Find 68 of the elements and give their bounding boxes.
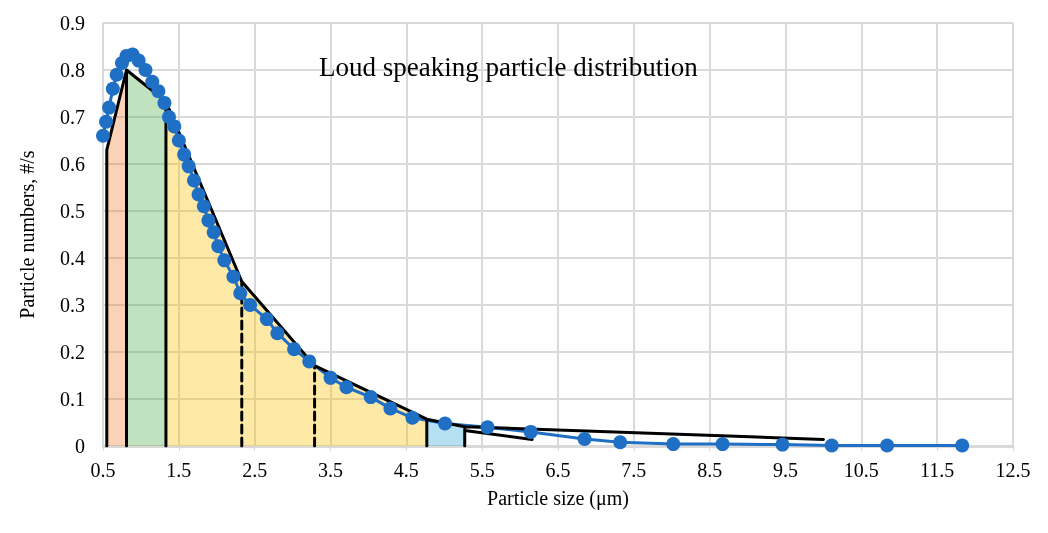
point xyxy=(96,128,110,143)
point xyxy=(259,312,274,327)
y-tick-label: 0.5 xyxy=(60,200,85,222)
text: Loud speaking particle distribution xyxy=(319,51,699,82)
x-tick-label: 6.5 xyxy=(545,459,571,481)
point xyxy=(955,438,970,453)
x-tick-label: 9.5 xyxy=(773,459,798,481)
y-tick-label: 0.7 xyxy=(60,106,85,128)
x-tick-label: 2.5 xyxy=(242,459,268,481)
y-tick-label: 0.8 xyxy=(60,59,85,81)
point xyxy=(824,438,839,453)
point xyxy=(363,390,378,405)
point xyxy=(138,63,153,77)
x-tick-label: 11.5 xyxy=(920,459,955,481)
point xyxy=(523,424,538,439)
x-axis-title: Particle size (μm) xyxy=(487,487,629,510)
point xyxy=(217,253,232,268)
point xyxy=(109,67,124,82)
point xyxy=(339,380,354,395)
point xyxy=(187,173,201,188)
point xyxy=(438,416,453,431)
point xyxy=(105,81,120,96)
point xyxy=(171,133,186,148)
y-tick-label: 0.3 xyxy=(60,294,85,316)
point xyxy=(715,437,730,452)
point xyxy=(151,84,166,99)
point xyxy=(206,225,221,240)
y-tick-label: 0.9 xyxy=(60,12,85,34)
x-tick-label: 10.5 xyxy=(843,459,879,481)
point xyxy=(577,431,592,446)
point xyxy=(167,119,182,134)
point xyxy=(157,95,172,110)
y-tick-label: 0.6 xyxy=(60,153,85,175)
point xyxy=(211,239,226,254)
x-tick-label: 12.5 xyxy=(995,459,1031,481)
point xyxy=(191,187,206,202)
point xyxy=(243,298,258,312)
point xyxy=(177,147,192,162)
point xyxy=(270,326,285,341)
point xyxy=(226,269,241,284)
point xyxy=(613,435,628,450)
x-tick-label: 1.5 xyxy=(166,459,192,481)
x-tick-label: 4.5 xyxy=(393,459,419,481)
point xyxy=(323,370,338,385)
y-tick-label: 0.1 xyxy=(60,388,85,410)
point xyxy=(102,100,117,115)
x-tick-label: 8.5 xyxy=(697,459,723,481)
y-tick-label: 0.4 xyxy=(60,247,85,269)
x-tick-label: 7.5 xyxy=(621,459,647,481)
point xyxy=(480,420,495,435)
y-tick-label: 0.2 xyxy=(60,341,85,363)
x-tick-label: 5.5 xyxy=(469,459,495,481)
point xyxy=(880,438,895,453)
point xyxy=(287,342,302,357)
point xyxy=(666,437,681,452)
point xyxy=(383,401,398,416)
point xyxy=(201,213,216,228)
y-tick-label: 0 xyxy=(75,435,85,457)
x-tick-label: 3.5 xyxy=(318,459,343,481)
point xyxy=(405,410,420,425)
point xyxy=(181,159,196,174)
point xyxy=(775,437,790,452)
point xyxy=(302,354,317,369)
y-axis-title: Particle numbers, #/s xyxy=(16,150,38,319)
point xyxy=(233,286,248,301)
x-tick-label: 0.5 xyxy=(90,459,116,481)
point xyxy=(196,199,211,214)
point xyxy=(99,114,114,129)
